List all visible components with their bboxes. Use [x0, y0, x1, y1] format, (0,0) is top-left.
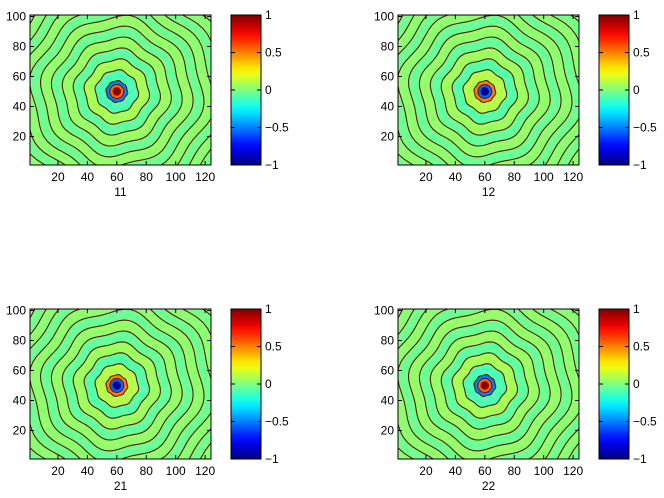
x-tick-label: 20 [419, 170, 433, 184]
subplot-21: 20 40 60 80 100 120 20 40 60 80 100 21 1 0.5 0 −0.5 −1 [6, 302, 289, 493]
x-tick-label: 80 [508, 170, 522, 184]
y-tick-label: 60 [381, 364, 395, 378]
x-tick-label: 120 [563, 464, 583, 478]
colorbar-tick-label: 1 [633, 8, 640, 22]
x-tick-label: 40 [449, 170, 463, 184]
y-tick-label: 80 [13, 40, 27, 54]
colorbar-tick-label: 1 [265, 8, 272, 22]
colorbar [598, 308, 630, 460]
x-tick-label: 80 [140, 464, 154, 478]
colorbar [230, 308, 262, 460]
x-tick-label: 20 [419, 464, 433, 478]
x-tick-label: 60 [110, 170, 124, 184]
subplot-22: 20 40 60 80 100 120 20 40 60 80 100 22 1 0.5 0 −0.5 −1 [374, 302, 657, 493]
colorbar-tick-label: 1 [633, 302, 640, 316]
x-tick-label: 20 [51, 170, 65, 184]
x-axis-label: 21 [114, 479, 128, 493]
y-tick-label: 60 [381, 70, 395, 84]
y-tick-label: 100 [374, 304, 394, 318]
y-tick-label: 40 [13, 100, 27, 114]
y-tick-label: 80 [13, 334, 27, 348]
peak-center [114, 383, 119, 388]
x-tick-label: 100 [166, 464, 186, 478]
colorbar-tick-label: −0.5 [633, 121, 657, 135]
heatmap [30, 309, 211, 459]
peak-center [482, 383, 487, 388]
x-tick-label: 80 [508, 464, 522, 478]
axes-frame [397, 308, 580, 460]
colorbar-tick-label: 1 [265, 302, 272, 316]
y-tick-label: 100 [6, 10, 26, 24]
colorbar-tick-label: 0.5 [633, 340, 650, 354]
colorbar-tick-label: 0 [265, 377, 272, 391]
x-axis-label: 12 [482, 185, 496, 199]
y-tick-label: 100 [374, 10, 394, 24]
colorbar-tick-label: −1 [265, 158, 279, 172]
x-tick-label: 100 [166, 170, 186, 184]
x-tick-label: 60 [110, 464, 124, 478]
y-tick-label: 40 [381, 394, 395, 408]
heatmap [398, 309, 579, 459]
colorbar-tick-label: −0.5 [633, 415, 657, 429]
x-tick-label: 60 [478, 464, 492, 478]
heatmap [398, 15, 579, 165]
colorbar [598, 14, 630, 166]
x-tick-label: 40 [81, 464, 95, 478]
peak-center [482, 89, 487, 94]
colorbar-tick-label: 0 [633, 377, 640, 391]
colorbar-tick-label: 0.5 [265, 46, 282, 60]
y-tick-label: 40 [13, 394, 27, 408]
colorbar-tick-label: −1 [633, 158, 647, 172]
y-tick-label: 60 [13, 364, 27, 378]
colorbar-tick-label: −0.5 [265, 415, 289, 429]
y-tick-label: 80 [381, 334, 395, 348]
colorbar-tick-label: 0.5 [633, 46, 650, 60]
colorbar-tick-label: 0 [633, 83, 640, 97]
y-tick-label: 20 [13, 130, 27, 144]
y-tick-label: 20 [13, 424, 27, 438]
x-tick-label: 80 [140, 170, 154, 184]
colorbar-tick-label: −0.5 [265, 121, 289, 135]
y-tick-label: 60 [13, 70, 27, 84]
x-tick-label: 120 [563, 170, 583, 184]
x-tick-label: 40 [449, 464, 463, 478]
axes-frame [29, 308, 212, 460]
y-tick-label: 20 [381, 130, 395, 144]
y-tick-label: 100 [6, 304, 26, 318]
colorbar-tick-label: 0 [265, 83, 272, 97]
x-axis-label: 22 [482, 479, 496, 493]
x-tick-label: 120 [195, 170, 215, 184]
x-tick-label: 100 [534, 170, 554, 184]
x-tick-label: 100 [534, 464, 554, 478]
x-tick-label: 120 [195, 464, 215, 478]
x-axis-label: 11 [114, 185, 127, 199]
heatmap [30, 15, 211, 165]
colorbar-tick-label: −1 [265, 452, 279, 466]
y-tick-label: 40 [381, 100, 395, 114]
x-tick-label: 60 [478, 170, 492, 184]
colorbar [230, 14, 262, 166]
axes-frame [29, 14, 212, 166]
x-tick-label: 40 [81, 170, 95, 184]
y-tick-label: 20 [381, 424, 395, 438]
subplot-12: 20 40 60 80 100 120 20 40 60 80 100 12 1 0.5 0 −0.5 −1 [374, 8, 657, 199]
x-tick-label: 20 [51, 464, 65, 478]
colorbar-tick-label: −1 [633, 452, 647, 466]
colorbar-tick-label: 0.5 [265, 340, 282, 354]
peak-center [114, 89, 119, 94]
axes-frame [397, 14, 580, 166]
y-tick-label: 80 [381, 40, 395, 54]
